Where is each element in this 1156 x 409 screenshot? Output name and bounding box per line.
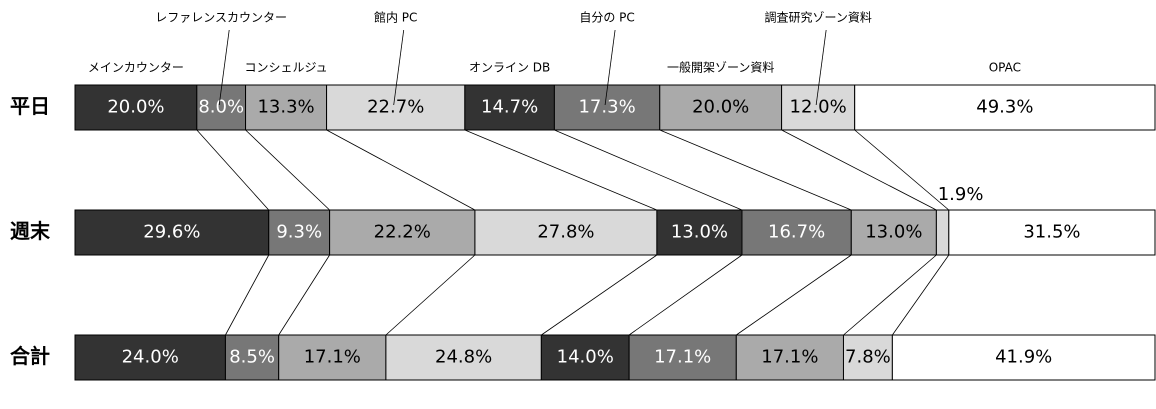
bar-segment [656,209,743,256]
connector [541,254,658,336]
bar-segment [854,84,1156,131]
legend-label: 一般開架ゾーン資料 [667,60,774,75]
value-label: 7.8% [845,347,891,368]
category-label: 平日 [10,94,50,118]
connector [659,129,852,211]
connector [854,129,950,211]
legend-label: 館内 PC [374,10,417,25]
bar-segment [935,209,950,256]
leader-line [604,29,616,106]
bar-segment [245,84,328,131]
value-label: 1.9% [938,184,984,205]
bar-segment [850,209,937,256]
connector [385,254,476,336]
bar-segment [74,334,226,381]
bar-segment [74,209,270,256]
connector [736,254,852,336]
value-label: 9.3% [276,222,322,243]
value-label: 20.0% [107,97,164,118]
bar-segment [474,209,658,256]
bar-segment [74,84,198,131]
value-label: 17.1% [304,347,361,368]
bar-segment [196,84,247,131]
value-label: 49.3% [976,97,1033,118]
legend-label: コンシェルジュ [244,61,327,75]
leader-line [815,29,827,106]
value-label: 14.7% [481,97,538,118]
value-label: 29.6% [143,222,200,243]
connector [628,254,743,336]
value-label: 13.0% [865,222,922,243]
value-label: 20.0% [692,97,749,118]
bar-segment [278,334,387,381]
value-label: 27.8% [537,222,594,243]
value-label: 17.1% [654,347,711,368]
bar-segment [268,209,331,256]
value-label: 14.0% [557,347,614,368]
connector [781,129,937,211]
value-label: 31.5% [1023,222,1080,243]
value-label: 17.1% [761,347,818,368]
bar-segment [741,209,852,256]
leader-line [393,29,405,106]
connector [892,254,950,336]
legend-label: オンライン DB [469,61,550,75]
legend-label: 調査研究ゾーン資料 [764,10,871,25]
legend-label: 自分の PC [579,11,634,25]
legend-label: メインカウンター [88,61,184,75]
bar-segment [948,209,1156,256]
connector [245,129,330,211]
connector [843,254,937,336]
connector [278,254,330,336]
value-label: 8.0% [198,97,244,118]
value-label: 41.9% [995,347,1052,368]
category-label: 週末 [10,219,51,243]
value-label: 13.0% [671,222,728,243]
value-label: 22.2% [374,222,431,243]
value-label: 8.5% [229,347,275,368]
value-label: 22.7% [367,97,424,118]
bar-segment [540,334,630,381]
category-label: 合計 [10,344,50,368]
bar-segment [385,334,542,381]
connector [196,129,270,211]
connector [554,129,743,211]
bar-segment [735,334,844,381]
value-label: 17.3% [578,97,635,118]
bar-segment [659,84,783,131]
value-label: 24.0% [122,347,179,368]
bar-segment [891,334,1156,381]
leader-line [218,29,230,106]
value-label: 13.3% [257,97,314,118]
value-label: 16.7% [768,222,825,243]
bar-segment [329,209,476,256]
connector [464,129,658,211]
legend-label: OPAC [989,61,1021,75]
bar-segment [628,334,737,381]
connector [225,254,270,336]
connector [326,129,476,211]
legend-label: レファレンスカウンター [155,11,287,25]
value-label: 12.0% [790,97,847,118]
value-label: 24.8% [435,347,492,368]
